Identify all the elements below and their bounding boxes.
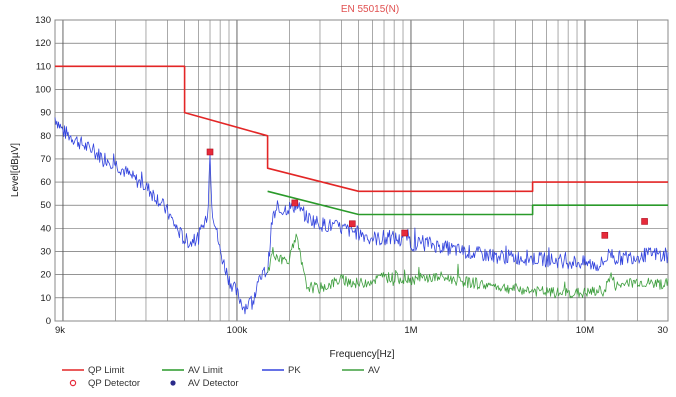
qp-detector-marker — [206, 148, 214, 156]
y-tick-label: 130 — [35, 15, 51, 26]
legend-label-qp-limit: QP Limit — [88, 365, 125, 376]
series-qp-limit — [55, 65, 668, 193]
plot-frame — [54, 19, 669, 322]
legend-label-av: AV — [368, 365, 381, 376]
x-tick-label: 10M — [576, 325, 595, 336]
marker-layer — [206, 148, 648, 239]
x-tick-label: 1M — [404, 325, 417, 336]
y-tick-label: 100 — [35, 84, 51, 95]
chart-title: EN 55015(N) — [341, 4, 399, 15]
y-tick-label: 0 — [46, 316, 51, 327]
legend-label-qp-detector: QP Detector — [88, 378, 140, 389]
legend: QP Limit AV Limit PK AV QP Detector AV Detect… — [62, 365, 381, 389]
y-axis-label: Level[dBµV] — [10, 143, 21, 197]
y-tick-label: 30 — [40, 247, 51, 258]
y-tick-label: 40 — [40, 223, 51, 234]
x-tick-label: 9k — [55, 325, 65, 336]
legend-label-pk: PK — [288, 365, 301, 376]
x-tick-label: 100k — [227, 325, 248, 336]
series-layer — [54, 65, 669, 315]
series-av — [267, 233, 669, 299]
y-tick-label: 110 — [36, 61, 51, 72]
y-tick-label: 10 — [40, 293, 51, 304]
y-tick-label: 70 — [40, 154, 51, 165]
qp-detector-marker — [601, 232, 609, 239]
y-tick-label: 120 — [35, 38, 51, 49]
x-axis-ticks: 9k 100k 1M 10M 30 — [55, 325, 668, 336]
qp-detector-marker — [348, 220, 356, 228]
y-axis-ticks: 0 10 20 30 40 50 60 70 80 90 100 110 120 130 — [35, 15, 51, 327]
series-pk — [54, 117, 669, 315]
legend-swatch-qp-detector — [69, 379, 77, 387]
legend-label-av-detector: AV Detector — [188, 378, 239, 389]
x-axis-label: Frequency[Hz] — [329, 349, 394, 360]
qp-detector-marker — [641, 218, 648, 225]
y-tick-label: 80 — [40, 131, 51, 142]
y-tick-label: 20 — [40, 270, 51, 281]
x-tick-label: 30 — [657, 325, 668, 336]
legend-label-av-limit: AV Limit — [188, 365, 223, 376]
y-tick-label: 90 — [40, 108, 51, 119]
qp-detector-marker — [291, 199, 299, 207]
y-tick-label: 60 — [40, 177, 51, 188]
y-tick-label: 50 — [40, 200, 51, 211]
series-av-limit — [267, 190, 668, 216]
legend-swatch-av-detector — [170, 380, 176, 386]
qp-detector-marker — [401, 229, 408, 237]
